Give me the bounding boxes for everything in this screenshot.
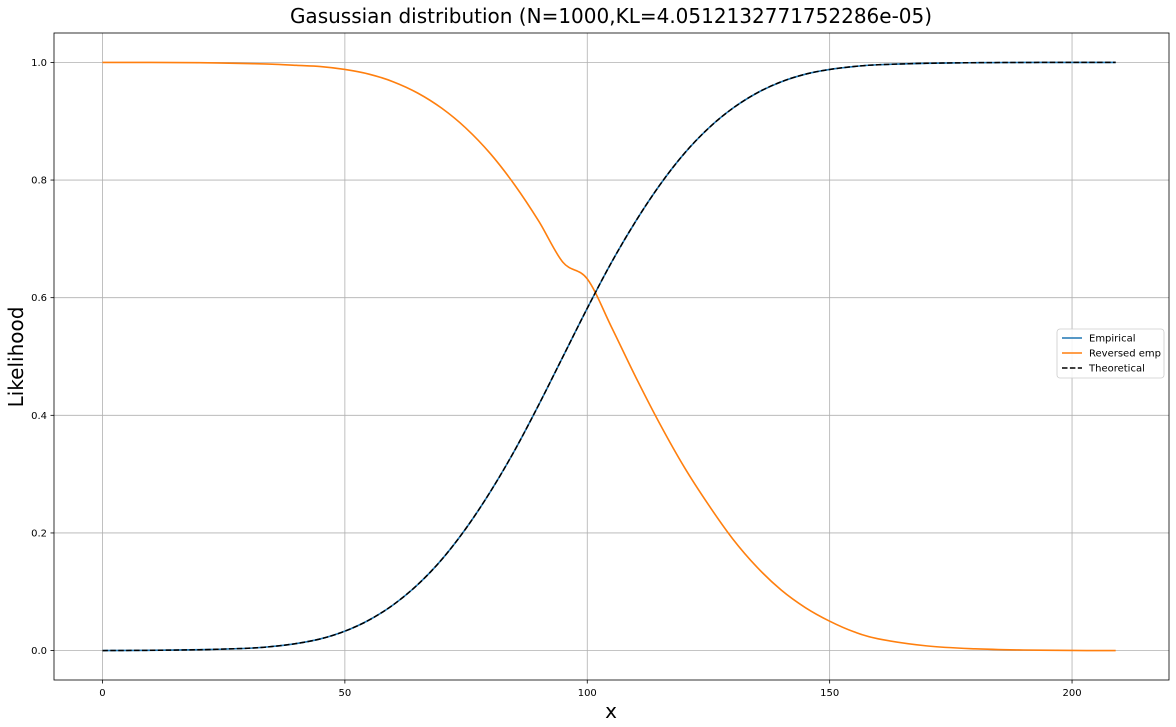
legend-box: [1056, 328, 1165, 379]
plot-area: 0 50 100 150 200 0.0 0.2 0.4 0.6 0.8 1.0: [31, 32, 1170, 699]
x-axis-title: x: [605, 699, 617, 723]
legend: Empirical Reversed emp Theoretical: [1056, 328, 1165, 379]
series-line-theoretical: [102, 61, 1116, 652]
y-tick-label: 0.0: [31, 646, 47, 657]
y-tick-label: 0.8: [31, 176, 47, 187]
x-tick-label: 150: [820, 688, 839, 699]
y-tick-label: 0.6: [31, 293, 47, 304]
x-tick-label: 0: [99, 688, 105, 699]
legend-items: Empirical Reversed emp Theoretical: [1062, 334, 1161, 375]
y-axis-title: Likelihood: [4, 307, 28, 408]
axis-ticks: 0 50 100 150 200 0.0 0.2 0.4 0.6 0.8 1.0: [31, 58, 1081, 699]
x-tick-label: 200: [1062, 688, 1081, 699]
x-tick-label: 50: [339, 688, 352, 699]
y-tick-label: 0.2: [31, 528, 47, 539]
y-tick-label: 1.0: [31, 58, 47, 69]
x-tick-label: 100: [578, 688, 597, 699]
legend-label-empirical: Empirical: [1089, 334, 1135, 345]
series-line-reversed-emp: [102, 61, 1116, 652]
legend-label-theoretical: Theoretical: [1088, 364, 1145, 375]
y-tick-label: 0.4: [31, 411, 47, 422]
legend-label-reversed-emp: Reversed emp: [1089, 349, 1161, 360]
series-lines: [102, 61, 1116, 652]
chart-title: Gasussian distribution (N=1000,KL=4.0512…: [290, 4, 932, 28]
plot-frame: [53, 32, 1170, 681]
plot-background: [54, 33, 1169, 680]
